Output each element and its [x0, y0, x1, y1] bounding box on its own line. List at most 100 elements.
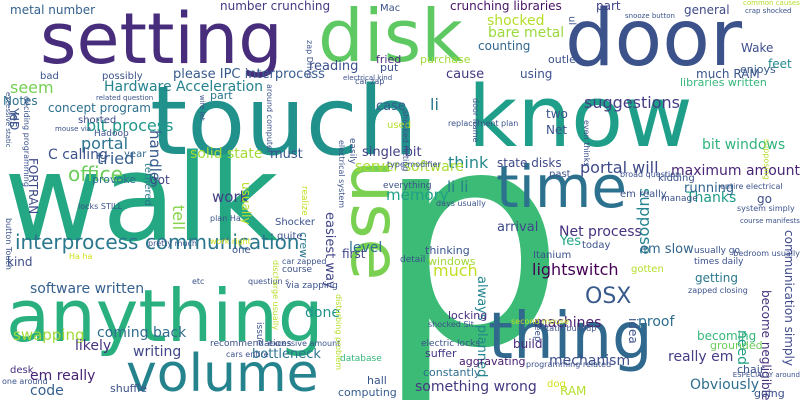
- cloud-word: purchase: [420, 53, 471, 66]
- cloud-word: running: [684, 181, 735, 196]
- cloud-word: HD: [7, 112, 21, 131]
- cloud-word: detail: [400, 255, 426, 265]
- cloud-word: Shocker: [275, 217, 315, 228]
- cloud-word: portal will: [580, 158, 659, 177]
- cloud-word: software written: [30, 281, 145, 297]
- cloud-word: disk: [318, 0, 463, 78]
- cloud-word: bit process: [86, 116, 174, 135]
- cloud-word: outlet: [548, 53, 581, 66]
- cloud-word: via zapping: [286, 281, 338, 291]
- cloud-word: volume: [126, 344, 319, 400]
- cloud-word: bedroom usually: [733, 249, 800, 258]
- cloud-word: em really: [30, 368, 96, 384]
- cloud-word: plan Ha: [210, 214, 241, 223]
- cloud-word: go: [757, 192, 772, 206]
- cloud-word: car zap: [355, 77, 385, 86]
- cloud-word: lightswitch: [532, 260, 619, 279]
- cloud-word: solid state: [190, 146, 263, 162]
- cloud-word: suppose: [636, 188, 655, 255]
- cloud-word: deciding programming: [22, 96, 31, 187]
- cloud-word: suffer: [425, 347, 457, 360]
- cloud-word: shorted: [78, 115, 117, 126]
- cloud-word: manage: [661, 194, 698, 204]
- cloud-word: Notes: [3, 94, 38, 108]
- cloud-word: know: [468, 68, 693, 167]
- cloud-word: ESPECIALLY around: [732, 371, 800, 379]
- cloud-word: one around: [2, 377, 48, 386]
- cloud-word: car zapped: [282, 257, 327, 266]
- cloud-word: everything: [383, 181, 432, 191]
- cloud-word: entire electrical: [720, 182, 783, 191]
- cloud-word: Net: [546, 123, 568, 137]
- cloud-word: Thanks: [686, 190, 737, 206]
- cloud-word: constantly: [423, 366, 481, 379]
- cloud-word: really em: [668, 349, 734, 365]
- cloud-word: getting: [695, 271, 738, 285]
- cloud-word: excessive static: [4, 92, 12, 148]
- cloud-word: C calling: [48, 147, 108, 163]
- cloud-word: become negligible: [759, 289, 773, 400]
- cloud-word: snooze button: [625, 12, 675, 20]
- cloud-word: tethered: [142, 163, 153, 206]
- cloud-word: state disks: [497, 156, 562, 170]
- cloud-word: put: [380, 61, 399, 74]
- cloud-word: ul: [566, 16, 577, 26]
- cloud-word: shuffle: [110, 382, 148, 395]
- cloud-word: shocked: [487, 13, 545, 29]
- cloud-word: proof: [638, 314, 675, 330]
- cloud-word: using: [520, 67, 553, 81]
- cloud-word: handle: [146, 130, 164, 182]
- cloud-word: concept program: [48, 101, 151, 115]
- cloud-word: crew: [297, 232, 310, 259]
- cloud-word: shocked hitting: [401, 110, 410, 172]
- cloud-word: windows: [428, 255, 476, 268]
- cloud-word: locks STILL: [78, 202, 123, 211]
- cloud-word: Hardware Acceleration: [104, 79, 264, 95]
- cloud-word: electrical system: [337, 140, 346, 209]
- cloud-word: single bit: [362, 145, 422, 160]
- cloud-word: aggravating: [459, 355, 526, 368]
- cloud-word: shocked Sit: [428, 320, 474, 329]
- cloud-word: part: [596, 0, 621, 13]
- cloud-word: likely: [75, 338, 112, 354]
- cloud-word: thinking: [425, 244, 470, 257]
- cloud-word: second mouse: [511, 317, 569, 326]
- cloud-word: arrival: [497, 220, 539, 235]
- cloud-word: communication simply: [782, 230, 796, 366]
- cloud-word: idea: [626, 318, 640, 344]
- cloud-word: used: [387, 120, 412, 131]
- cloud-word: etc: [192, 277, 205, 286]
- cloud-word: part: [210, 89, 233, 102]
- cloud-word: cars entire: [226, 350, 269, 359]
- cloud-word: enjoys: [740, 63, 776, 76]
- cloud-word: gotten: [631, 264, 664, 275]
- cloud-word: something wrong: [415, 379, 537, 395]
- cloud-word: Yes: [7, 108, 21, 128]
- cloud-word: hall: [367, 374, 387, 387]
- cloud-word: coming back: [97, 325, 187, 341]
- cloud-word: electrical kind: [343, 74, 393, 82]
- cloud-word: usually go: [694, 246, 741, 256]
- cloud-word: work: [212, 188, 249, 206]
- cloud-word: much: [433, 261, 478, 280]
- cloud-word: today: [582, 240, 611, 251]
- cloud-word: chair: [737, 363, 765, 376]
- cloud-word: broad question: [620, 170, 681, 179]
- cloud-word: Yes: [560, 234, 581, 249]
- cloud-word: done: [305, 305, 340, 321]
- cloud-word: electric locks: [421, 339, 480, 349]
- cloud-word: please IPC interprocess: [173, 67, 325, 82]
- cloud-word: Wake: [741, 41, 774, 55]
- cloud-word: around computer: [265, 84, 274, 154]
- cloud-word: type modifier: [387, 160, 441, 169]
- cloud-word: year: [124, 149, 147, 160]
- cloud-word: Hadoop: [94, 129, 129, 139]
- cloud-word: machines: [534, 315, 602, 331]
- cloud-word: kidding: [658, 173, 695, 184]
- cloud-word: time: [496, 153, 628, 221]
- cloud-word: common causes: [743, 0, 800, 7]
- cloud-word: office: [68, 162, 123, 186]
- cloud-word: must: [270, 147, 303, 162]
- cloud-word: pretty much: [148, 239, 197, 248]
- cloud-word: Mac: [380, 3, 401, 14]
